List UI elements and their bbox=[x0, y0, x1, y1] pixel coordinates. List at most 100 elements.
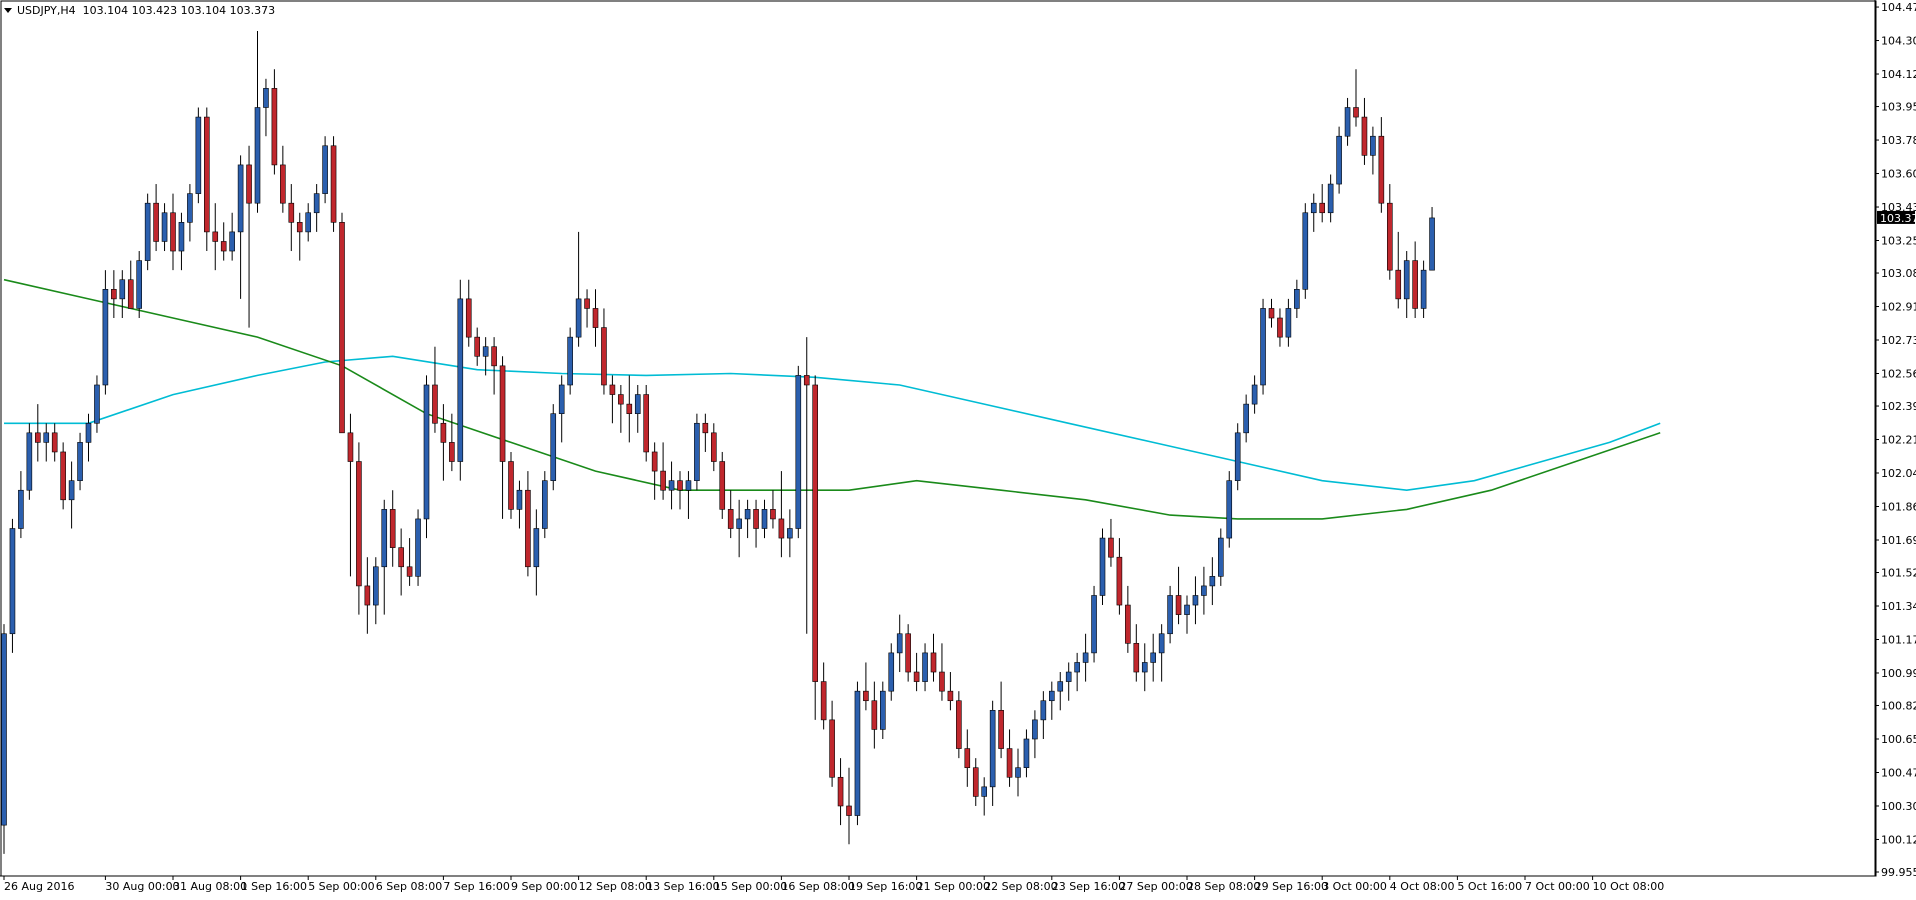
candle-body bbox=[1023, 738, 1030, 769]
candle-body bbox=[26, 432, 33, 491]
candle bbox=[1184, 595, 1190, 634]
candle-body bbox=[1429, 217, 1435, 271]
candle bbox=[1234, 423, 1241, 491]
candle-body bbox=[939, 671, 945, 692]
candle-body bbox=[1226, 480, 1233, 539]
time-tick-label: 16 Sep 08:00 bbox=[781, 880, 854, 893]
candle-body bbox=[127, 279, 134, 309]
candle bbox=[677, 471, 683, 510]
candle bbox=[795, 365, 802, 539]
candle bbox=[905, 624, 911, 682]
candle bbox=[144, 193, 151, 271]
time-tick-label: 15 Sep 00:00 bbox=[714, 880, 787, 893]
candle-body bbox=[1, 633, 7, 826]
candle-body bbox=[812, 384, 819, 682]
triangle-down-icon[interactable] bbox=[4, 8, 12, 13]
time-tick-label: 31 Aug 08:00 bbox=[173, 880, 247, 893]
price-tick-label: 101.865 bbox=[1881, 500, 1916, 513]
candle bbox=[719, 451, 726, 519]
candle bbox=[879, 681, 886, 740]
candle bbox=[541, 471, 548, 539]
candle-body bbox=[930, 652, 937, 673]
candle bbox=[1133, 624, 1140, 682]
candle-body bbox=[449, 442, 455, 462]
candle bbox=[1099, 528, 1106, 606]
candle bbox=[533, 509, 540, 596]
price-tick-label: 103.085 bbox=[1881, 267, 1916, 280]
candle-body bbox=[694, 422, 700, 481]
candle-body bbox=[296, 222, 303, 233]
price-tick-label: 104.300 bbox=[1881, 35, 1916, 48]
candle bbox=[1310, 193, 1317, 232]
candle-body bbox=[1285, 308, 1292, 338]
candle-body bbox=[998, 709, 1004, 749]
candle bbox=[440, 404, 447, 481]
candle bbox=[871, 681, 878, 749]
time-tick-label: 1 Sep 16:00 bbox=[241, 880, 307, 893]
candle-body bbox=[1294, 289, 1300, 309]
candle-body bbox=[1099, 537, 1106, 596]
candle bbox=[1420, 260, 1427, 319]
candle bbox=[575, 231, 582, 347]
candle-body bbox=[803, 375, 810, 386]
candle bbox=[381, 499, 388, 615]
candle bbox=[989, 700, 996, 806]
candle bbox=[896, 614, 903, 673]
candle bbox=[846, 767, 852, 845]
candle-body bbox=[1006, 748, 1013, 778]
time-tick-label: 12 Sep 08:00 bbox=[579, 880, 652, 893]
ma-slow-line bbox=[3, 278, 1661, 520]
moving-averages bbox=[3, 278, 1661, 520]
current-price-label: 103.373 bbox=[1880, 212, 1916, 225]
candle bbox=[1049, 681, 1055, 720]
candle-body bbox=[432, 384, 438, 424]
candle-body bbox=[618, 394, 624, 405]
time-tick-label: 21 Sep 00:00 bbox=[917, 880, 990, 893]
candle-body bbox=[491, 346, 497, 367]
candle bbox=[347, 413, 354, 577]
candle-body bbox=[601, 327, 607, 386]
time-tick-label: 5 Oct 16:00 bbox=[1457, 880, 1522, 893]
candle bbox=[1226, 471, 1233, 548]
candle-body bbox=[1412, 260, 1418, 309]
candle-body bbox=[1049, 690, 1055, 702]
candle bbox=[778, 471, 785, 558]
time-tick-label: 30 Aug 00:00 bbox=[105, 880, 179, 893]
candle bbox=[1327, 174, 1334, 223]
candle-body bbox=[1268, 308, 1275, 319]
candle bbox=[305, 203, 312, 242]
candle bbox=[1260, 298, 1266, 395]
candle bbox=[406, 538, 413, 586]
price-tick-label: 100.125 bbox=[1881, 833, 1916, 846]
candle bbox=[1, 624, 7, 854]
candle bbox=[356, 442, 362, 615]
candle-body bbox=[51, 432, 58, 453]
candle bbox=[981, 777, 988, 816]
candle bbox=[322, 136, 328, 204]
candle-body bbox=[879, 690, 886, 730]
time-tick-label: 5 Sep 00:00 bbox=[308, 880, 374, 893]
time-tick-label: 10 Oct 08:00 bbox=[1593, 880, 1665, 893]
candle bbox=[956, 691, 962, 759]
candle-body bbox=[94, 384, 100, 424]
time-tick-label: 28 Sep 08:00 bbox=[1187, 880, 1260, 893]
candle-body bbox=[68, 480, 75, 501]
ohlc-label: 103.104 103.423 103.104 103.373 bbox=[82, 4, 276, 17]
candle bbox=[1074, 652, 1080, 692]
candle bbox=[457, 279, 464, 481]
candle bbox=[651, 442, 658, 500]
candle-body bbox=[356, 461, 362, 587]
candle bbox=[1285, 298, 1292, 347]
candle bbox=[829, 700, 835, 787]
candle bbox=[1023, 729, 1030, 778]
candle bbox=[1032, 710, 1038, 759]
candle bbox=[178, 212, 185, 271]
time-tick-label: 9 Sep 00:00 bbox=[511, 880, 577, 893]
candle-body bbox=[263, 88, 269, 108]
candle-body bbox=[1125, 604, 1131, 644]
candle bbox=[102, 270, 109, 395]
candle bbox=[1141, 643, 1148, 692]
candle-body bbox=[1243, 403, 1249, 434]
candle-body bbox=[178, 222, 185, 252]
